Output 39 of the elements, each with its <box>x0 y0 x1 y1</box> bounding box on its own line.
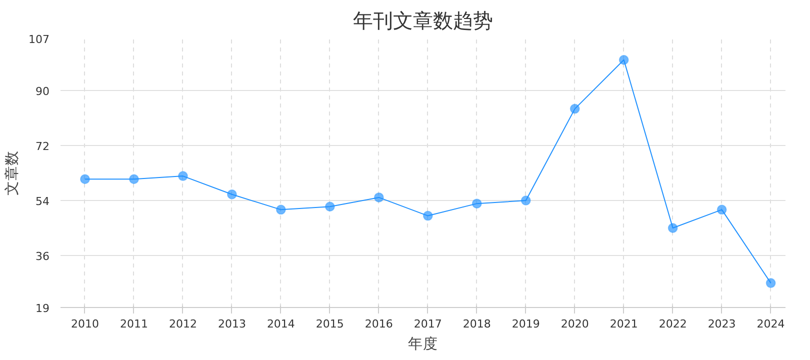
x-tick-label: 2019 <box>512 318 540 330</box>
x-tick-label: 2022 <box>658 318 687 330</box>
point <box>668 223 678 234</box>
x-tick-label: 2018 <box>462 318 491 330</box>
x-tick-label: 2021 <box>610 318 638 330</box>
x-tick-label: 2020 <box>560 318 589 330</box>
point <box>374 192 384 202</box>
x-tick-label: 2016 <box>364 318 393 330</box>
x-tick-label: 2023 <box>708 318 736 330</box>
x-tick-label: 2012 <box>168 318 197 330</box>
x-tick-label: 2013 <box>218 318 246 330</box>
point <box>766 278 776 288</box>
point <box>226 189 237 200</box>
chart-title: 年刊文章数趋势 <box>353 8 493 32</box>
point <box>618 54 629 65</box>
y-tick-label: 19 <box>36 302 50 315</box>
x-tick-label: 2024 <box>756 318 785 330</box>
point <box>472 198 482 209</box>
x-axis-title: 年度 <box>408 336 438 352</box>
x-tick-label: 2014 <box>266 318 295 330</box>
point <box>128 174 139 184</box>
x-tick-label: 2010 <box>70 318 99 330</box>
y-tick-label: 54 <box>36 195 50 208</box>
y-axis-title: 文章数 <box>4 150 21 196</box>
y-tick-label: 90 <box>36 84 50 98</box>
point <box>276 204 286 215</box>
point <box>422 210 433 221</box>
y-tick-label: 107 <box>28 33 50 46</box>
y-tick-label: 36 <box>36 250 50 264</box>
x-tick-label: 2015 <box>316 318 344 330</box>
x-tick-label: 2017 <box>414 318 442 330</box>
point <box>178 171 188 182</box>
point <box>716 204 727 215</box>
point <box>570 104 580 114</box>
y-tick-label: 72 <box>36 140 50 153</box>
point <box>520 196 531 206</box>
point <box>324 202 335 212</box>
point <box>80 174 90 184</box>
x-tick-label: 2011 <box>120 318 148 330</box>
